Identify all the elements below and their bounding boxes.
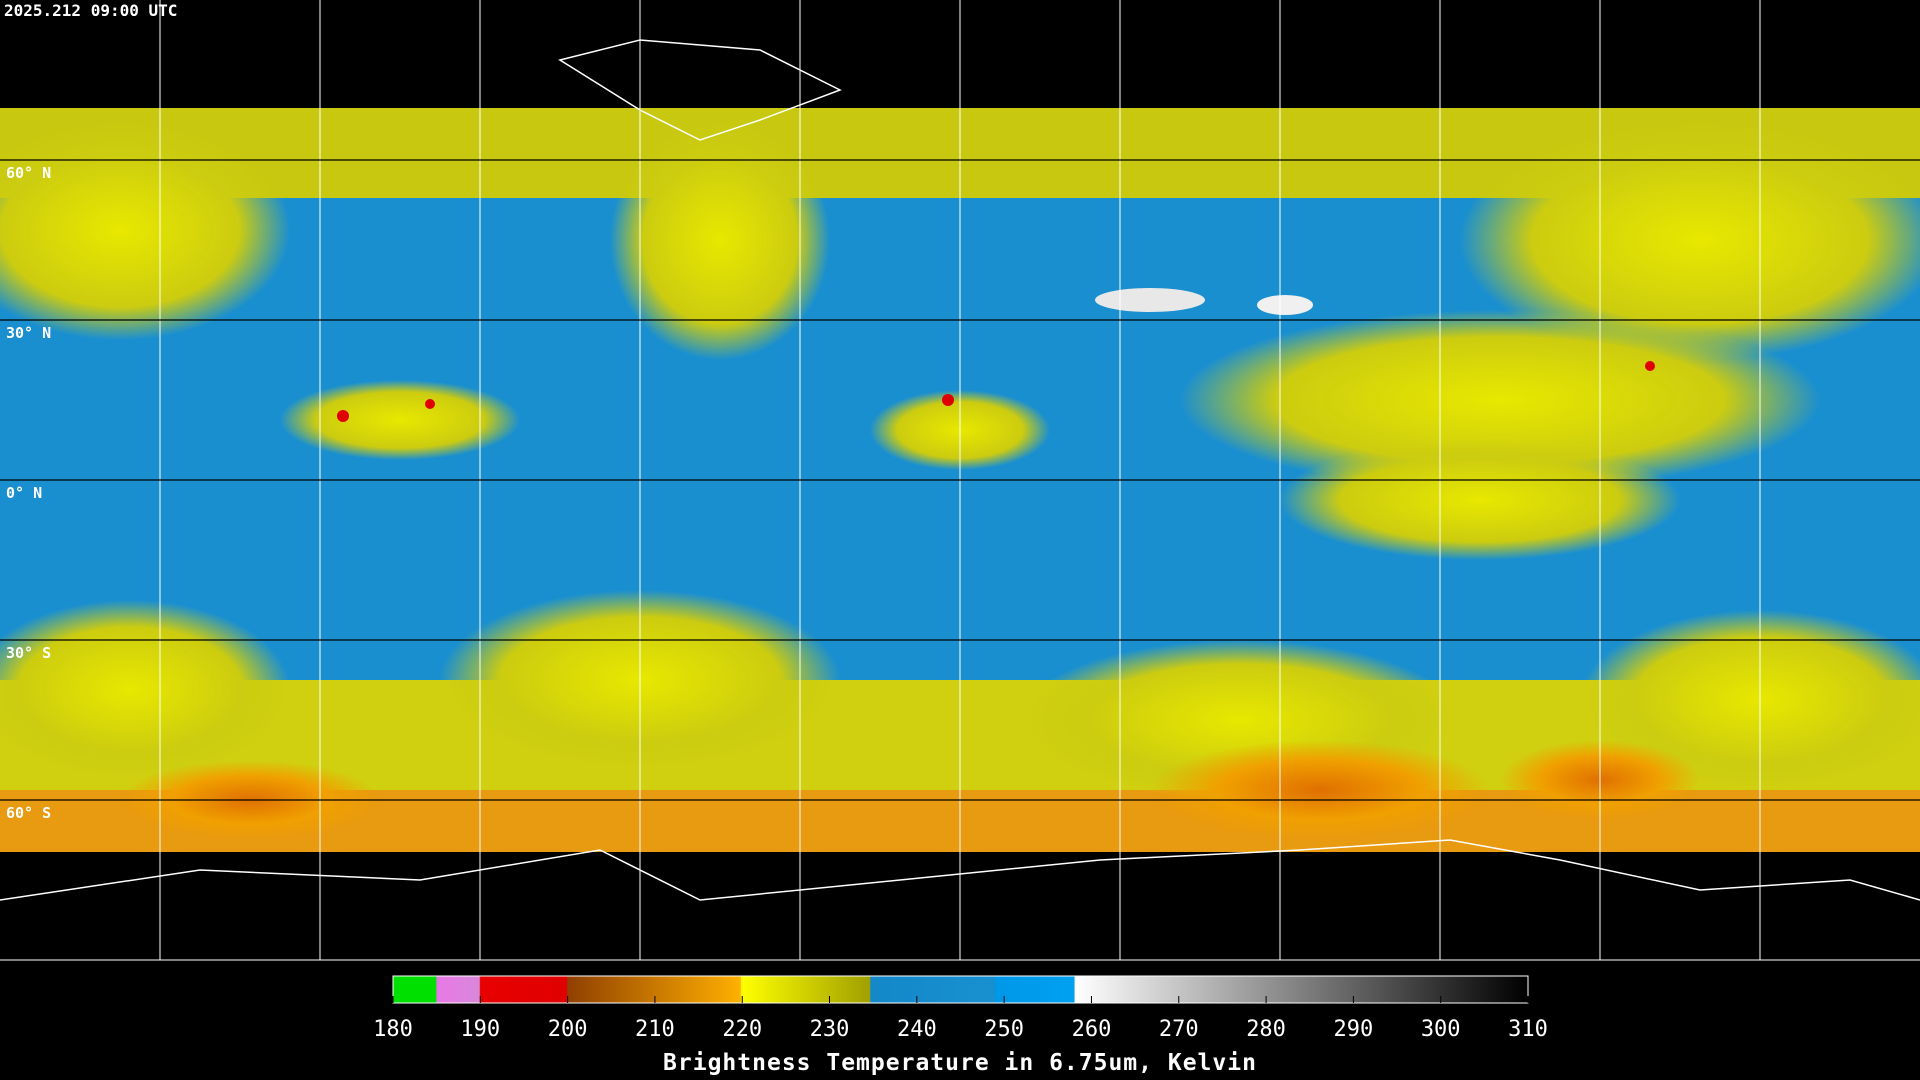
latitude-label: 0° N [6, 484, 42, 502]
tick-label: 250 [984, 1017, 1024, 1042]
latitude-label: 30° N [6, 324, 51, 342]
graticule [0, 0, 1920, 960]
tick-label: 180 [373, 1017, 413, 1042]
tick-label: 290 [1334, 1017, 1374, 1042]
latitude-label: 30° S [6, 644, 51, 662]
tick-label: 190 [460, 1017, 500, 1042]
colorbar [392, 975, 1529, 1004]
colorbar-title: Brightness Temperature in 6.75um, Kelvin [663, 1050, 1257, 1076]
tick-label: 300 [1421, 1017, 1461, 1042]
antarctica [0, 839, 1920, 901]
latitude-label: 60° N [6, 164, 51, 182]
tick-label: 270 [1159, 1017, 1199, 1042]
latitude-label: 60° S [6, 804, 51, 822]
tick-label: 220 [722, 1017, 762, 1042]
timestamp: 2025.212 09:00 UTC [4, 1, 177, 20]
tick-label: 260 [1072, 1017, 1112, 1042]
tick-label: 240 [897, 1017, 937, 1042]
coastlines [0, 39, 1920, 901]
greenland [558, 39, 842, 141]
tick-label: 200 [548, 1017, 588, 1042]
tick-label: 280 [1246, 1017, 1286, 1042]
tick-label: 230 [810, 1017, 850, 1042]
tick-label: 210 [635, 1017, 675, 1042]
tick-label: 310 [1508, 1017, 1548, 1042]
